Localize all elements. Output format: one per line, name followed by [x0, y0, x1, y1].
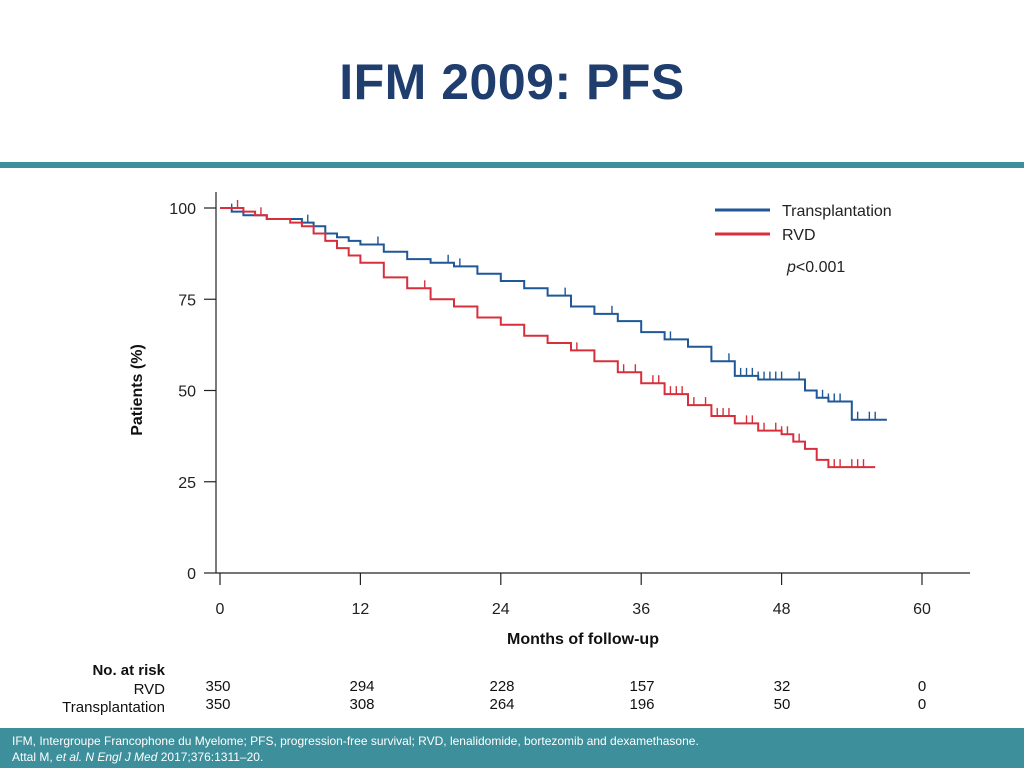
slide-title: IFM 2009: PFS — [339, 54, 685, 110]
citation-authors: Attal M, — [12, 750, 57, 764]
y-tick-label: 25 — [178, 475, 196, 492]
risk-value: 50 — [773, 696, 791, 713]
citation-details: 2017;376:1311–20. — [157, 750, 264, 764]
risk-value: 0 — [917, 678, 927, 695]
kaplan-meier-chart: 0 25 50 75 100 0 12 24 36 48 60 Months of follow-up… — [129, 192, 970, 648]
citation-journal: et al. N Engl J Med — [56, 750, 158, 764]
risk-value: 32 — [773, 678, 791, 695]
legend-label: Transplantation — [782, 203, 892, 220]
risk-table-header: No. at risk — [92, 662, 165, 679]
risk-row-label-transplantation: Transplantation — [62, 699, 165, 716]
risk-value: 264 — [489, 696, 515, 713]
risk-value: 294 — [349, 678, 375, 695]
y-tick-label: 75 — [178, 292, 196, 309]
p-value-annotation: p<0.001 — [786, 259, 845, 276]
x-tick-label: 24 — [492, 601, 510, 618]
x-tick-label: 0 — [216, 601, 225, 618]
y-tick-label: 100 — [169, 201, 196, 218]
y-tick-label: 50 — [178, 384, 196, 401]
x-axis-label: Months of follow-up — [507, 631, 659, 648]
risk-value: 308 — [349, 696, 375, 713]
y-tick-label: 0 — [187, 566, 196, 583]
legend-label: RVD — [782, 227, 816, 244]
series-line-rvd — [220, 207, 876, 469]
footer: IFM, Intergroupe Francophone du Myelome;… — [0, 728, 1024, 768]
y-axis-label: Patients (%) — [129, 344, 146, 436]
risk-value: 228 — [489, 678, 515, 695]
footer-citation: Attal M, et al. N Engl J Med 2017;376:13… — [12, 749, 1024, 765]
risk-value: 0 — [917, 696, 927, 713]
risk-value: 350 — [205, 678, 231, 695]
risk-value: 196 — [629, 696, 655, 713]
risk-row-label-rvd: RVD — [133, 681, 165, 698]
footer-abbreviations: IFM, Intergroupe Francophone du Myelome;… — [12, 734, 699, 748]
risk-value: 157 — [629, 678, 655, 695]
x-tick-label: 12 — [352, 601, 370, 618]
x-tick-label: 36 — [632, 601, 650, 618]
title-divider — [0, 162, 1024, 168]
risk-value: 350 — [205, 696, 231, 713]
x-tick-label: 60 — [913, 601, 931, 618]
x-tick-label: 48 — [773, 601, 791, 618]
